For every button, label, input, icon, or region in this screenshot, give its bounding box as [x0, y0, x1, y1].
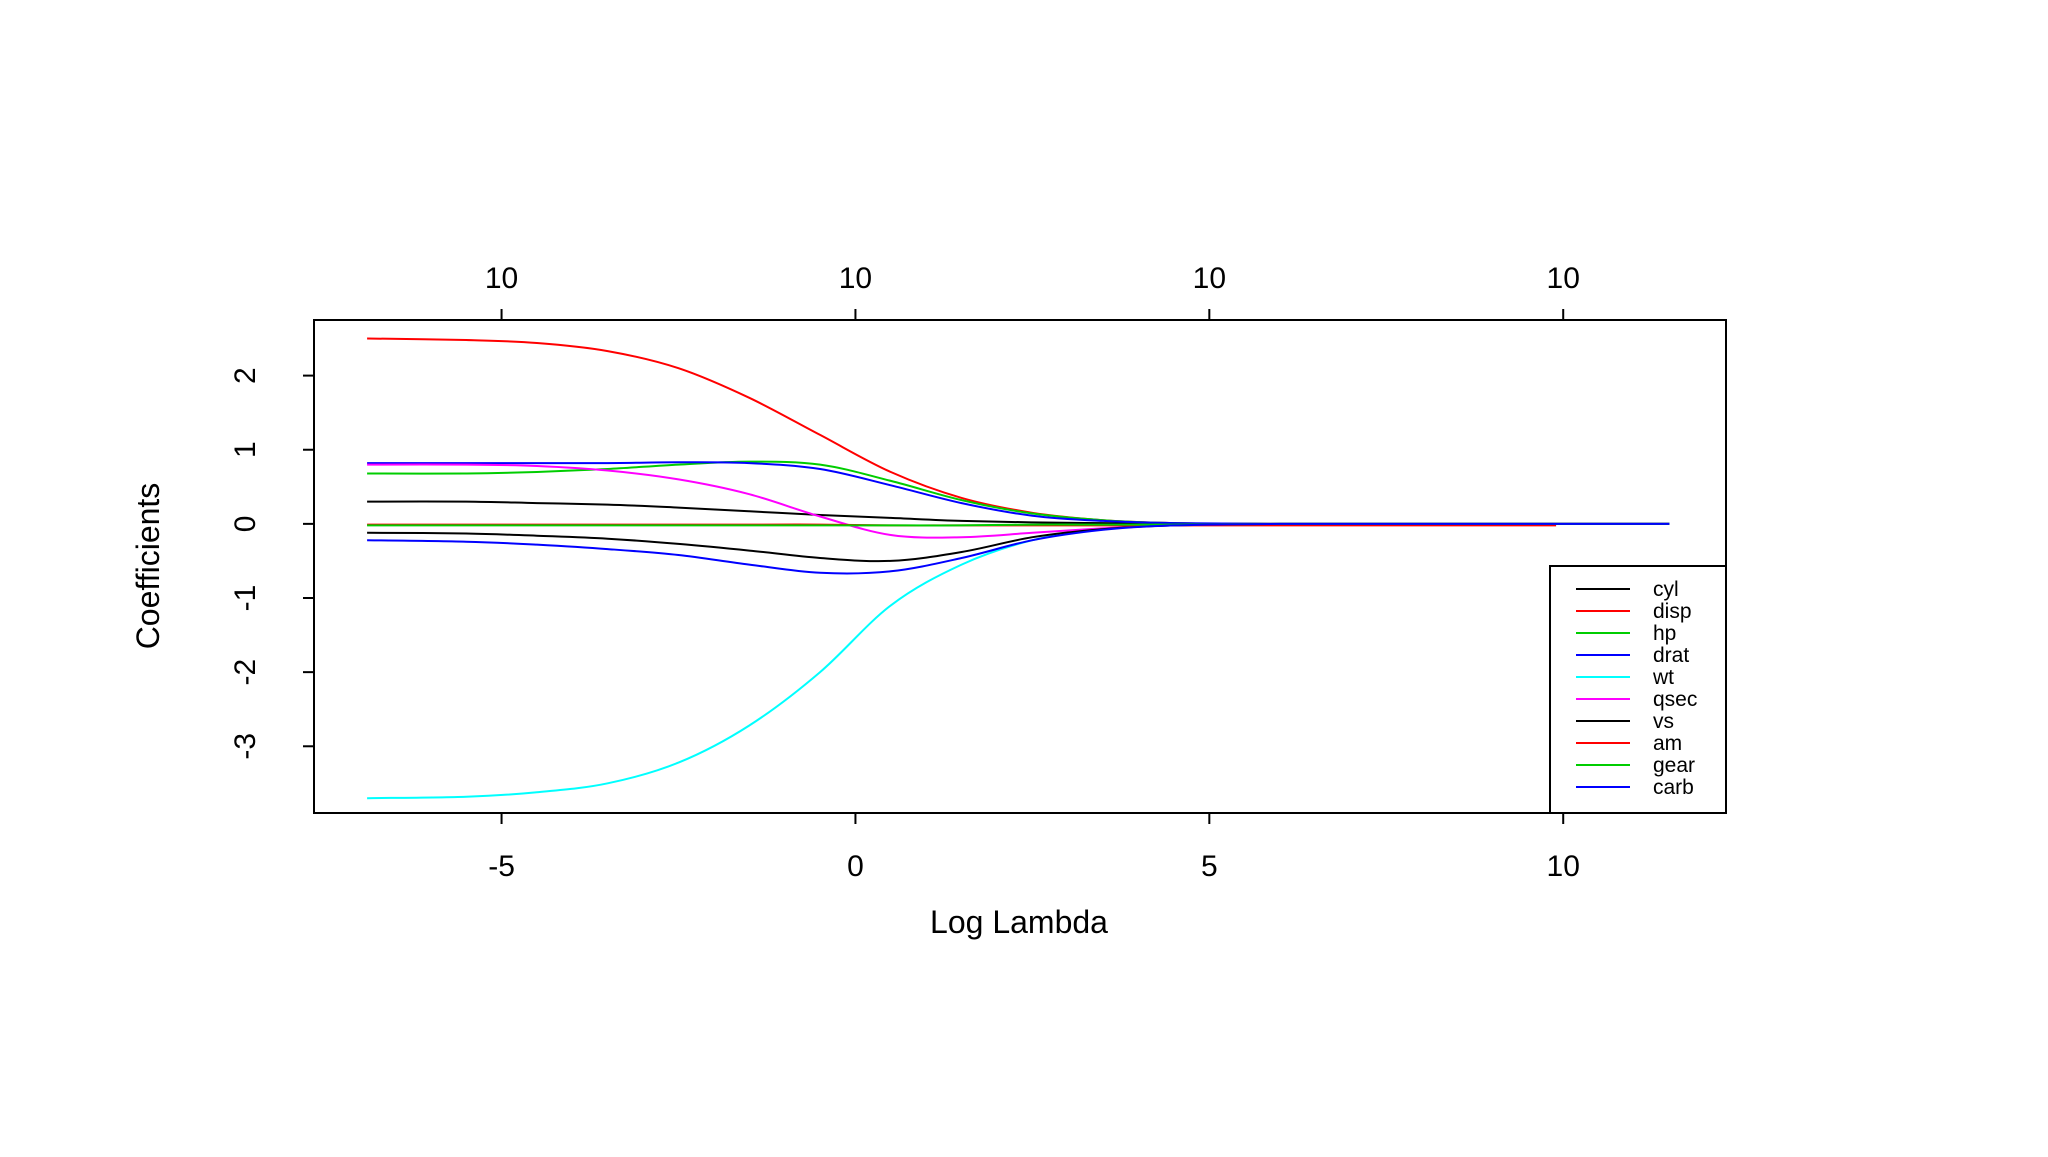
legend-label-carb: carb	[1653, 776, 1694, 799]
y-tick-label: 1	[229, 441, 262, 458]
legend-label-gear: gear	[1653, 754, 1695, 777]
y-tick-label: -2	[229, 659, 262, 686]
y-tick-label: 2	[229, 367, 262, 384]
legend-label-drat: drat	[1653, 644, 1689, 667]
legend-label-hp: hp	[1653, 622, 1676, 645]
legend-box	[1549, 565, 1727, 814]
x-tick-label: 5	[1201, 850, 1218, 883]
top-tick-label: 10	[1193, 262, 1226, 295]
axes-group: -5 0 5 10 10 10 10 10 -3 -2 -1 0 1 2	[229, 262, 1580, 883]
y-tick-label: -3	[229, 733, 262, 760]
top-tick-label: 10	[1547, 262, 1580, 295]
legend-label-vs: vs	[1653, 710, 1674, 733]
y-axis-title: Coefficients	[130, 483, 166, 650]
series-line-disp	[367, 337, 1670, 525]
y-tick-label: 0	[229, 516, 262, 533]
legend-label-wt: wt	[1652, 666, 1674, 689]
series-line-wt	[367, 522, 1670, 800]
top-tick-label: 10	[485, 262, 518, 295]
legend-label-am: am	[1653, 732, 1682, 755]
legend-label-disp: disp	[1653, 600, 1692, 623]
series-group	[367, 337, 1670, 800]
x-tick-label: -5	[488, 850, 515, 883]
top-tick-label: 10	[839, 262, 872, 295]
legend-label-cyl: cyl	[1653, 578, 1679, 601]
plot-frame	[313, 319, 1727, 814]
x-tick-label: 10	[1547, 850, 1580, 883]
y-tick-label: -1	[229, 585, 262, 612]
x-tick-label: 0	[847, 850, 864, 883]
series-line-cyl	[367, 500, 1670, 525]
legend-label-qsec: qsec	[1653, 688, 1697, 711]
series-line-carb	[367, 522, 1670, 575]
x-axis-title: Log Lambda	[930, 904, 1108, 940]
series-line-qsec	[367, 463, 1670, 539]
